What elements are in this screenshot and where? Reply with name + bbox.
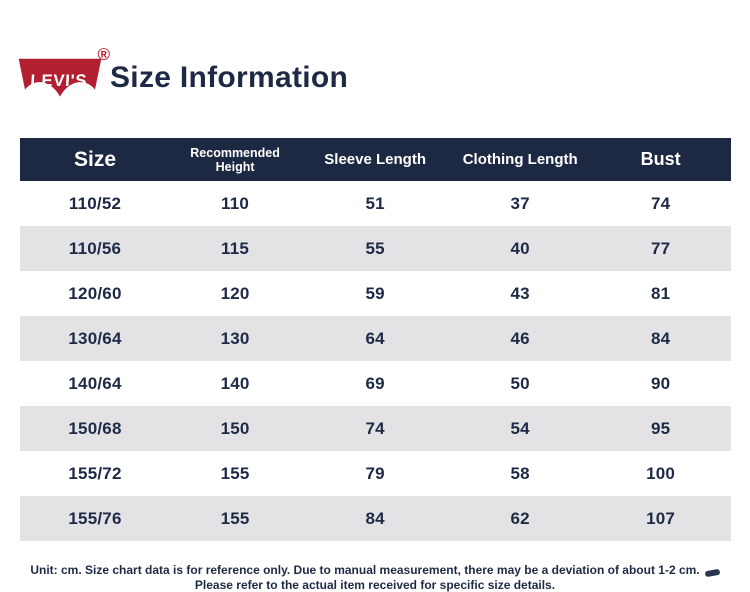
table-cell: 43 — [510, 283, 530, 303]
table-cell: 74 — [650, 193, 671, 213]
table-cell: 54 — [510, 418, 530, 438]
levis-logo-text: LEVI'S — [30, 71, 88, 90]
table-cell: 90 — [650, 373, 671, 393]
size-label: 155/76 — [68, 508, 122, 528]
size-table-body: 110/52 110 51 37 74 110/56 115 55 40 77 … — [20, 181, 731, 541]
table-cell: 95 — [650, 418, 671, 438]
size-label: 150/68 — [68, 418, 122, 438]
table-cell: 107 — [646, 508, 676, 528]
size-label: 140/64 — [68, 373, 122, 393]
table-row: 140/64 140 69 50 90 — [20, 361, 731, 406]
table-cell: 74 — [365, 418, 385, 438]
table-cell: 155 — [220, 508, 250, 528]
size-label: 120/60 — [68, 283, 122, 303]
table-row: 110/56 115 55 40 77 — [20, 226, 731, 271]
table-cell: 51 — [365, 193, 385, 213]
table-cell: 155 — [220, 463, 250, 483]
unit-disclaimer-text: Unit: cm. Size chart data is for referen… — [30, 563, 700, 577]
table-cell: 100 — [646, 463, 676, 483]
size-table: Size Recommended Height Sleeve Length Cl… — [20, 138, 731, 541]
table-cell: 37 — [510, 193, 530, 213]
table-row: 150/68 150 74 54 95 — [20, 406, 731, 451]
table-cell: 150 — [220, 418, 250, 438]
table-row: 130/64 130 64 46 84 — [20, 316, 731, 361]
table-row: 120/60 120 59 43 81 — [20, 271, 731, 316]
table-cell: 120 — [220, 283, 250, 303]
table-cell: 84 — [365, 508, 385, 528]
table-cell: 69 — [365, 373, 385, 393]
size-label: 155/72 — [68, 463, 122, 483]
table-cell: 62 — [510, 508, 530, 528]
table-cell: 46 — [510, 328, 530, 348]
size-label: 110/52 — [68, 193, 122, 213]
table-cell: 50 — [510, 373, 530, 393]
registered-trademark-icon: ® — [97, 45, 110, 64]
column-header-size: Size — [73, 147, 117, 171]
page-title: Size Information — [110, 61, 349, 94]
table-cell: 40 — [510, 238, 530, 258]
size-label: 110/56 — [68, 238, 122, 258]
table-cell: 130 — [220, 328, 250, 348]
levis-logo: LEVI'S ® — [18, 46, 110, 104]
unit-disclaimer: Unit: cm. Size chart data is for referen… — [0, 563, 750, 578]
table-cell: 64 — [365, 328, 385, 348]
table-row: 155/76 155 84 62 107 — [20, 496, 731, 541]
table-cell: 58 — [510, 463, 530, 483]
column-header-recommended-height: Recommended Height — [190, 145, 280, 174]
table-cell: 84 — [650, 328, 671, 348]
table-cell: 115 — [221, 238, 250, 258]
table-cell: 79 — [365, 463, 385, 483]
table-cell: 81 — [650, 283, 671, 303]
column-header-clothing-length: Clothing Length — [462, 151, 578, 168]
clipped-text-line: Please refer to the actual item received… — [194, 578, 556, 592]
header-row: Size Recommended Height Sleeve Length Cl… — [20, 138, 731, 181]
table-cell: 77 — [650, 238, 671, 258]
table-row: 110/52 110 51 37 74 — [20, 181, 731, 226]
size-label: 130/64 — [68, 328, 122, 348]
levis-batwing-icon: LEVI'S — [18, 58, 102, 97]
table-cell: 59 — [365, 283, 385, 303]
column-header-sleeve-length: Sleeve Length — [324, 151, 426, 168]
table-cell: 140 — [220, 373, 250, 393]
smudge-icon — [704, 568, 721, 578]
table-cell: 55 — [365, 238, 385, 258]
column-header-bust: Bust — [640, 149, 681, 169]
size-table-header: Size Recommended Height Sleeve Length Cl… — [20, 138, 731, 181]
table-row: 155/72 155 79 58 100 — [20, 451, 731, 496]
table-cell: 110 — [221, 193, 250, 213]
